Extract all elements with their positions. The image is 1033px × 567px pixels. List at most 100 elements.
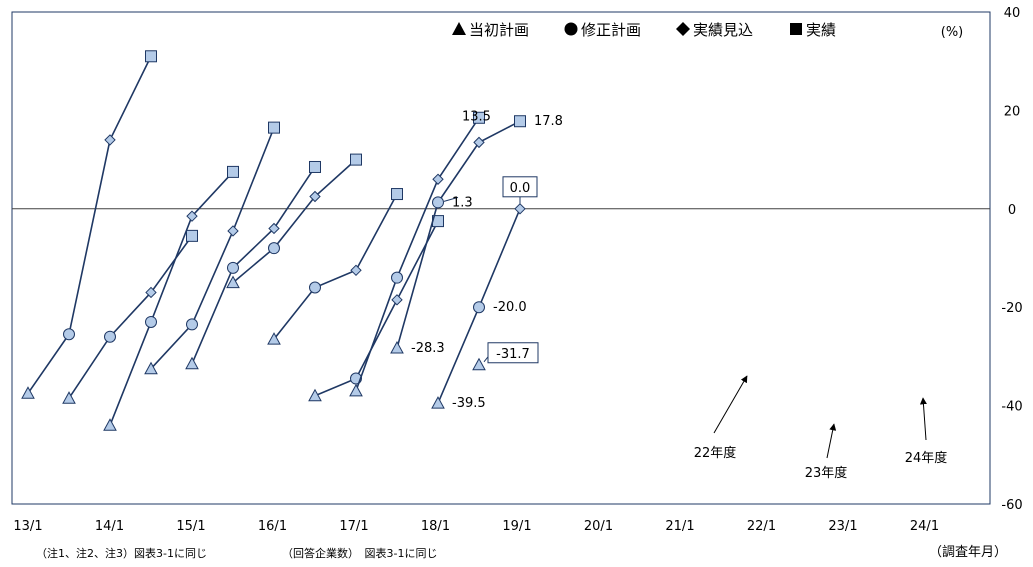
x-tick-label: 23/1 xyxy=(828,519,857,534)
plot-frame xyxy=(11,11,991,505)
circle-marker xyxy=(432,196,444,209)
data-label: -31.7 xyxy=(496,347,530,362)
series-line-group xyxy=(226,153,362,289)
series-line-group xyxy=(349,111,485,397)
y-tick-label: 40 xyxy=(1004,6,1021,21)
triangle-marker xyxy=(431,396,445,409)
annotation-arrow xyxy=(919,397,927,441)
legend-triangle-icon xyxy=(452,22,466,35)
circle-marker xyxy=(391,271,403,284)
triangle-marker xyxy=(267,332,281,345)
diamond-marker xyxy=(350,264,362,277)
legend-label: 当初計画 xyxy=(469,21,529,39)
data-label: -28.3 xyxy=(411,341,445,356)
triangle-marker xyxy=(103,418,117,431)
series-line xyxy=(27,55,152,394)
unit-label: (%) xyxy=(941,25,964,40)
series-line-group xyxy=(267,188,403,345)
diamond-marker xyxy=(145,286,157,299)
y-tick-label: 0 xyxy=(1008,203,1016,218)
data-label: 0.0 xyxy=(510,181,531,196)
data-label: 13.5 xyxy=(462,109,491,124)
series-line xyxy=(314,220,439,397)
annotation-label: 24年度 xyxy=(905,450,948,466)
triangle-marker xyxy=(21,386,35,399)
circle-marker xyxy=(186,318,198,331)
diamond-marker xyxy=(268,222,280,235)
square-marker xyxy=(145,50,157,63)
legend-square-icon xyxy=(790,23,802,35)
diamond-marker xyxy=(514,203,526,215)
x-tick-label: 13/1 xyxy=(13,519,42,534)
square-marker xyxy=(350,153,362,166)
square-marker xyxy=(268,121,280,134)
triangle-marker xyxy=(62,391,76,404)
circle-marker xyxy=(227,261,239,274)
x-tick-label: 19/1 xyxy=(502,519,531,534)
diamond-marker xyxy=(473,136,485,149)
data-label-leader xyxy=(443,196,459,202)
diamond-marker xyxy=(309,190,321,203)
legend-label: 実績 xyxy=(806,21,836,39)
series-line xyxy=(68,235,193,399)
square-marker xyxy=(186,229,198,242)
series-line-group xyxy=(472,357,486,371)
legend-diamond-icon xyxy=(676,22,690,36)
y-tick-label: -40 xyxy=(1001,400,1022,415)
circle-marker xyxy=(473,301,485,314)
square-marker xyxy=(391,188,403,201)
diamond-marker xyxy=(227,225,239,237)
legend-label: 修正計画 xyxy=(581,21,641,39)
annotation-arrow xyxy=(713,375,748,434)
triangle-marker xyxy=(144,361,158,375)
series-line-group xyxy=(185,160,321,370)
series-line xyxy=(191,166,316,365)
x-tick-label: 17/1 xyxy=(339,519,368,534)
data-label-leader xyxy=(483,356,489,363)
x-tick-label: 22/1 xyxy=(747,519,776,534)
x-tick-label: 24/1 xyxy=(910,519,939,534)
annotation-arrow xyxy=(826,423,837,459)
x-tick-label: 20/1 xyxy=(584,519,613,534)
x-tick-label: 14/1 xyxy=(95,519,124,534)
square-marker xyxy=(227,165,239,178)
data-label: -20.0 xyxy=(493,300,527,315)
legend: 当初計画 修正計画 実績見込 実績 xyxy=(452,21,836,39)
x-axis-label: （調査年月） xyxy=(929,545,1007,560)
diamond-marker xyxy=(432,173,444,185)
triangle-marker xyxy=(185,356,199,370)
circle-marker xyxy=(104,330,116,343)
series-line xyxy=(396,120,521,349)
annotation-label: 23年度 xyxy=(805,465,848,481)
series-line-group xyxy=(103,165,239,431)
data-label-box xyxy=(487,342,539,364)
triangle-marker xyxy=(226,275,240,289)
series-line-group xyxy=(431,203,526,409)
series-line xyxy=(150,127,275,370)
y-tick-label: -20 xyxy=(1001,301,1022,316)
y-tick-label: -60 xyxy=(1001,498,1022,513)
triangle-marker xyxy=(349,383,363,397)
triangle-marker xyxy=(472,357,486,371)
x-tick-label: 16/1 xyxy=(258,519,287,534)
triangle-marker xyxy=(390,340,404,354)
circle-marker xyxy=(268,242,280,255)
data-label: 1.3 xyxy=(452,195,473,210)
series-line xyxy=(273,193,398,340)
triangle-marker xyxy=(308,388,322,402)
legend-circle-icon xyxy=(564,22,578,36)
series-line-group xyxy=(21,50,157,399)
x-tick-label: 21/1 xyxy=(665,519,694,534)
y-tick-label: 20 xyxy=(1004,104,1021,119)
annotation-label: 22年度 xyxy=(694,445,737,461)
x-tick-label: 15/1 xyxy=(176,519,205,534)
legend-label: 実績見込 xyxy=(693,21,753,39)
series-line-group xyxy=(62,229,198,404)
series-line xyxy=(109,171,234,426)
circle-marker xyxy=(309,281,321,294)
diamond-marker xyxy=(186,210,198,222)
square-marker xyxy=(309,160,321,173)
x-tick-label: 18/1 xyxy=(421,519,450,534)
circle-marker xyxy=(63,328,75,341)
